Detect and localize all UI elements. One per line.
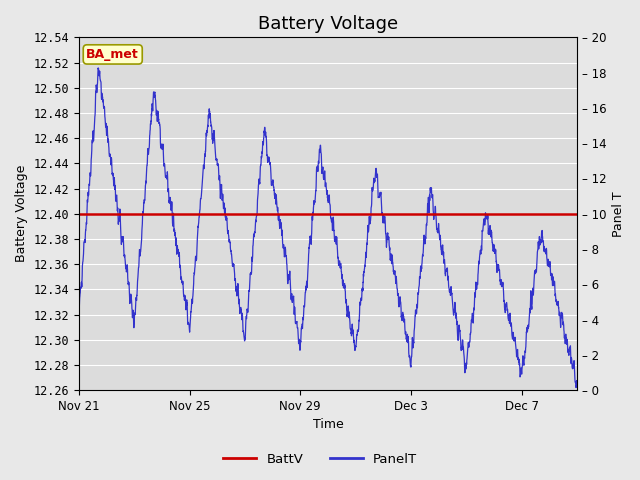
Title: Battery Voltage: Battery Voltage	[258, 15, 398, 33]
Text: BA_met: BA_met	[86, 48, 139, 61]
Legend: BattV, PanelT: BattV, PanelT	[218, 447, 422, 471]
X-axis label: Time: Time	[312, 419, 343, 432]
Y-axis label: Battery Voltage: Battery Voltage	[15, 165, 28, 263]
Y-axis label: Panel T: Panel T	[612, 191, 625, 237]
